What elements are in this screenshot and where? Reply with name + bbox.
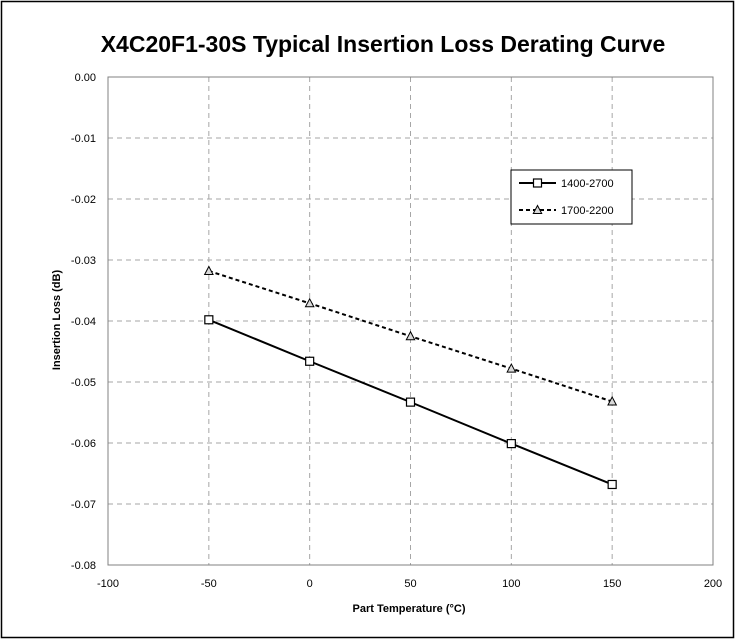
series-1700-2200 bbox=[203, 265, 618, 406]
x-tick-label: 100 bbox=[502, 578, 520, 590]
data-point-triangle bbox=[203, 265, 214, 275]
legend: 1400-2700 1700-2200 bbox=[510, 169, 633, 225]
series-1400-2700 bbox=[204, 315, 617, 490]
x-tick-label: 0 bbox=[307, 578, 313, 590]
data-point-square bbox=[607, 479, 617, 490]
legend-label: 1700-2200 bbox=[561, 205, 614, 217]
y-tick-label: -0.04 bbox=[71, 316, 96, 328]
data-point-triangle bbox=[506, 363, 517, 373]
legend-label: 1400-2700 bbox=[561, 178, 614, 190]
data-point-triangle bbox=[607, 395, 618, 406]
data-point-triangle bbox=[304, 297, 315, 308]
x-tick-label: 50 bbox=[404, 578, 416, 590]
legend-marker-square bbox=[532, 178, 543, 188]
y-tick-label: -0.08 bbox=[71, 560, 96, 572]
y-tick-label: 0.00 bbox=[75, 72, 96, 84]
data-point-square bbox=[204, 315, 214, 325]
y-tick-label: -0.01 bbox=[71, 133, 96, 145]
chart-title: X4C20F1-30S Typical Insertion Loss Derat… bbox=[101, 31, 666, 57]
x-tick-label: 150 bbox=[603, 578, 621, 590]
y-tick-label: -0.07 bbox=[71, 499, 96, 511]
legend-box bbox=[510, 169, 633, 225]
y-axis-ticks: 0.00 -0.01 -0.02 -0.03 -0.04 -0.05 -0.06 -0.07 -… bbox=[71, 72, 96, 572]
data-point-triangle bbox=[405, 330, 416, 341]
x-tick-label: -100 bbox=[97, 578, 119, 590]
data-point-square bbox=[506, 439, 516, 449]
data-point-square bbox=[405, 397, 416, 407]
y-axis-label: Insertion Loss (dB) bbox=[51, 270, 63, 371]
legend-marker-triangle bbox=[532, 204, 543, 214]
x-tick-label: -50 bbox=[201, 578, 217, 590]
x-axis-ticks: -100 -50 0 50 100 150 200 bbox=[97, 578, 722, 590]
data-point-square bbox=[305, 356, 315, 366]
plot-border bbox=[107, 76, 714, 566]
series-layer bbox=[203, 265, 618, 490]
y-tick-label: -0.05 bbox=[71, 377, 96, 389]
y-tick-label: -0.03 bbox=[71, 255, 96, 267]
y-tick-label: -0.02 bbox=[71, 194, 96, 206]
y-tick-label: -0.06 bbox=[71, 438, 96, 450]
x-tick-label: 200 bbox=[704, 578, 722, 590]
x-axis-label: Part Temperature (°C) bbox=[353, 603, 466, 615]
plot-area: 0.00 -0.01 -0.02 -0.03 -0.04 -0.05 -0.06 -0.07 -… bbox=[71, 72, 722, 590]
